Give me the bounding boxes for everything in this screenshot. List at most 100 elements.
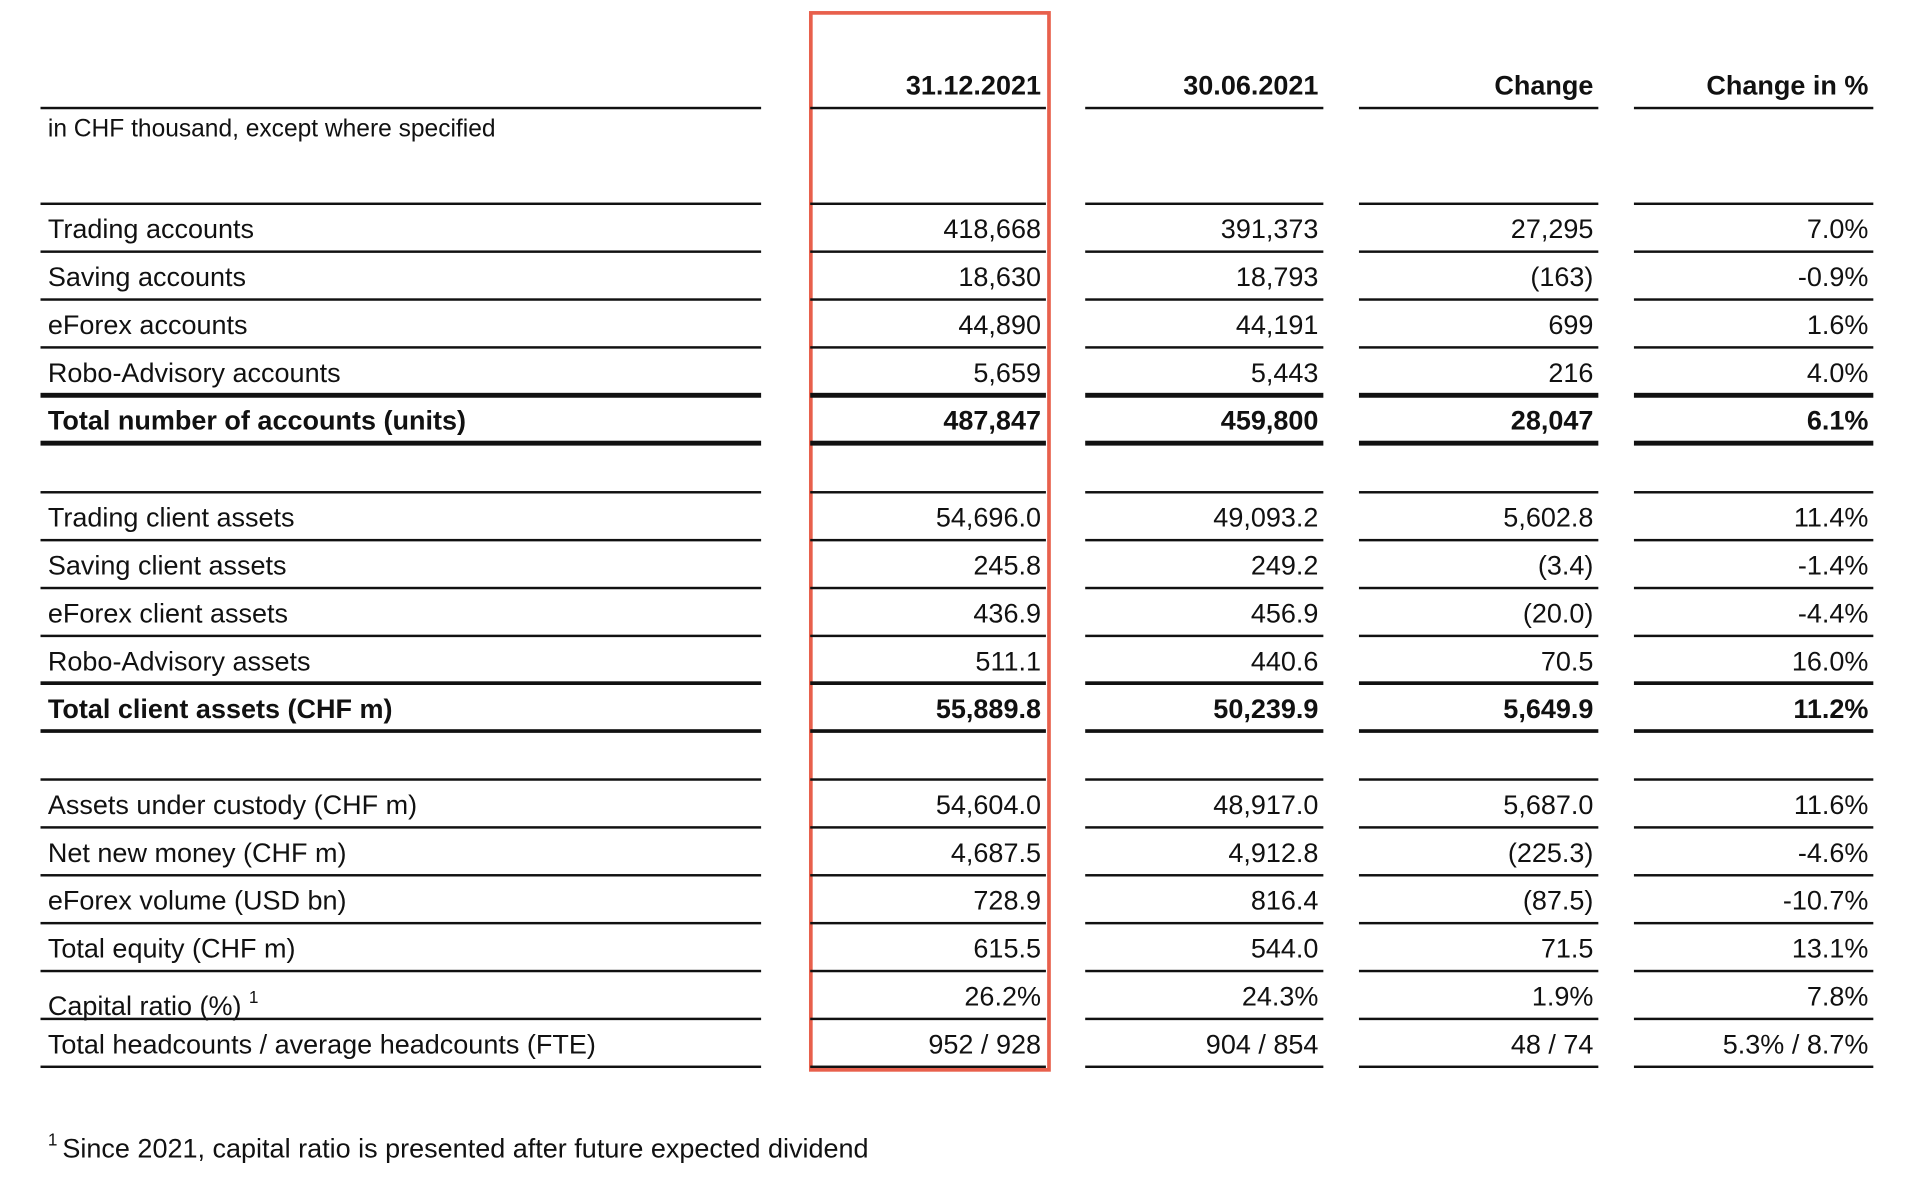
rule (1633, 250, 1874, 253)
cell: 904 / 854 (1205, 1028, 1319, 1060)
cell: (20.0) (1522, 597, 1594, 628)
cell: 27,295 (1510, 213, 1594, 245)
cell: 13.1% (1791, 932, 1869, 964)
rule (1633, 874, 1874, 877)
rule (810, 538, 1046, 541)
row-label: Trading client assets (48, 501, 295, 533)
rule (40, 250, 762, 253)
cell: 11.6% (1793, 789, 1869, 821)
rule (1358, 634, 1599, 637)
rule (40, 1065, 762, 1069)
cell: 48 / 74 (1510, 1028, 1594, 1060)
rule (1633, 826, 1874, 829)
row-label: Robo-Advisory assets (48, 645, 311, 677)
rule (1633, 921, 1874, 925)
cell: (87.5) (1522, 885, 1594, 916)
cell: 456.9 (1250, 597, 1319, 628)
row-label-text: Total number of accounts (units) (47, 405, 466, 436)
rule (40, 441, 762, 446)
cell: 70.5 (1540, 645, 1594, 676)
row-label-text: eForex volume (USD bn) (47, 885, 347, 916)
rule (1633, 1017, 1874, 1021)
rule (1358, 298, 1599, 301)
row-label-text: eForex client assets (47, 597, 289, 628)
cell: 28,047 (1510, 405, 1594, 436)
rule (1358, 1065, 1599, 1069)
rule (1358, 538, 1599, 541)
cell: 391,373 (1220, 213, 1319, 245)
rule (1085, 346, 1324, 349)
cell: (163) (1530, 261, 1594, 293)
cell: 54,604.0 (935, 789, 1042, 821)
rule (1633, 538, 1874, 541)
rule (1633, 106, 1874, 110)
row-label-text: Saving accounts (47, 261, 247, 293)
rule (1085, 969, 1324, 973)
row-label: Robo-Advisory accounts (48, 357, 341, 389)
rule (1633, 586, 1874, 589)
rule (40, 1017, 762, 1021)
cell: -4.6% (1797, 837, 1869, 868)
rule (810, 202, 1046, 206)
row-label-text: Assets under custody (CHF m) (47, 789, 418, 821)
rule (1633, 298, 1874, 301)
cell: 55,889.8 (935, 692, 1042, 724)
rule (40, 728, 762, 734)
cell: 5,443 (1250, 357, 1319, 388)
rule (1358, 728, 1599, 734)
row-label: Saving accounts (48, 261, 246, 293)
footnote: 1 Since 2021, capital ratio is presented … (48, 1123, 869, 1165)
rule (1085, 106, 1324, 110)
cell: 440.6 (1250, 645, 1319, 676)
column-header: Change in % (1706, 69, 1869, 101)
cell: 11.4% (1793, 501, 1869, 533)
cell: 699 (1548, 309, 1594, 341)
cell: 728.9 (973, 885, 1042, 916)
cell: 44,890 (958, 309, 1042, 341)
rule (810, 250, 1046, 253)
rule (1085, 393, 1324, 398)
rule (1633, 393, 1874, 398)
row-label-text: Total headcounts / average headcounts (F… (47, 1028, 596, 1060)
rule (1358, 441, 1599, 446)
rule (1358, 393, 1599, 398)
cell: 7.0% (1806, 213, 1869, 245)
rule (1085, 634, 1324, 637)
rule (1358, 586, 1599, 589)
rule (1085, 490, 1324, 493)
rule (1358, 681, 1599, 686)
rule (40, 778, 762, 781)
rule (810, 826, 1046, 829)
row-label: Capital ratio (%) 1 (48, 981, 259, 1023)
row-label-text: Saving client assets (47, 549, 287, 581)
cell: -10.7% (1782, 885, 1869, 916)
rule (1358, 1017, 1599, 1021)
column-header: Change (1494, 69, 1594, 101)
rule (1085, 728, 1324, 734)
footnote-marker: 1 (47, 1129, 58, 1150)
cell: -1.4% (1797, 549, 1869, 581)
rule (1358, 874, 1599, 877)
rule (1085, 586, 1324, 589)
rule (810, 681, 1046, 686)
rule (1633, 778, 1874, 781)
row-label: Saving client assets (48, 549, 287, 581)
rule (810, 921, 1046, 925)
cell: 48,917.0 (1213, 789, 1319, 821)
rule (1358, 969, 1599, 973)
cell: 615.5 (973, 932, 1042, 964)
row-label: Assets under custody (CHF m) (48, 789, 417, 821)
row-label-text: eForex accounts (47, 309, 248, 341)
cell: 5,649.9 (1503, 692, 1594, 724)
row-label: Net new money (CHF m) (48, 837, 347, 869)
row-label-text: Robo-Advisory accounts (47, 357, 341, 388)
rule (40, 874, 762, 877)
row-label-text: Trading accounts (47, 213, 255, 245)
rule (40, 202, 762, 206)
cell: 1.6% (1806, 309, 1869, 341)
rule (40, 634, 762, 637)
cell: 71.5 (1540, 932, 1594, 964)
rule (40, 586, 762, 589)
